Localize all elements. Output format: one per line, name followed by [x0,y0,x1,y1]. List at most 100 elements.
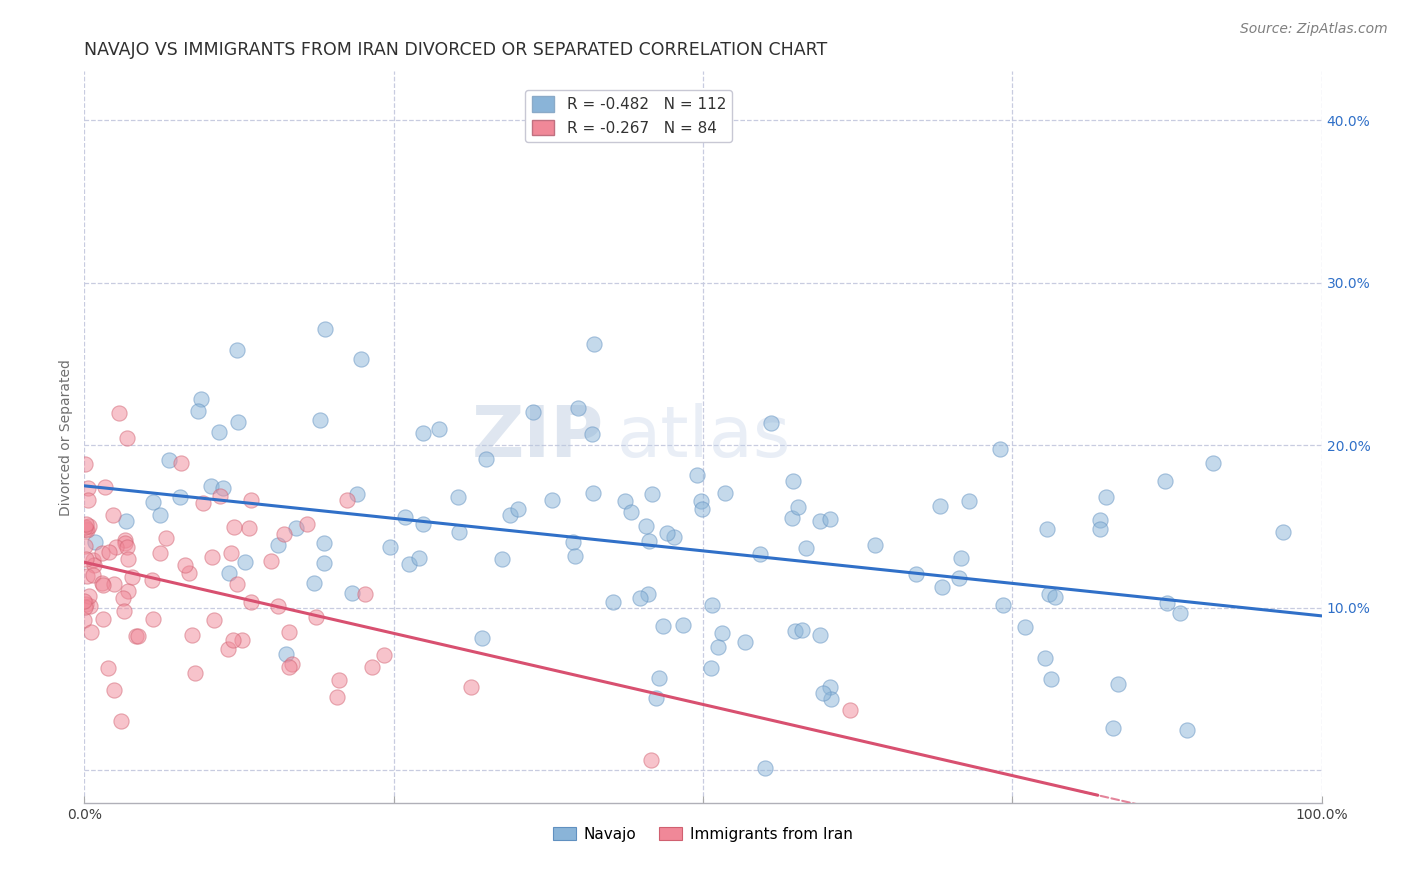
Point [475,451,498,466]
Point [114,515,136,529]
Point [1039,673,1062,687]
Point [281,657,304,671]
Point [990,442,1012,456]
Point [1102,722,1125,736]
Point [378,540,401,554]
Point [640,753,662,767]
Point [460,680,482,694]
Point [141,611,163,625]
Point [312,556,335,570]
Point [1094,490,1116,504]
Point [177,566,200,580]
Point [80,625,103,640]
Point [790,624,813,638]
Point [212,481,235,495]
Point [783,624,806,638]
Point [808,514,831,528]
Point [929,499,952,513]
Point [641,486,664,500]
Point [208,425,231,439]
Point [820,691,842,706]
Point [73,594,96,608]
Point [638,534,661,549]
Point [278,660,301,674]
Point [111,591,134,605]
Point [82,568,104,582]
Point [1014,620,1036,634]
Point [240,595,263,609]
Point [117,551,139,566]
Point [818,512,841,526]
Point [238,521,260,535]
Point [184,666,207,681]
Point [838,703,860,717]
Point [754,761,776,775]
Point [121,570,143,584]
Point [759,417,782,431]
Point [471,631,494,645]
Point [787,500,810,515]
Point [117,583,139,598]
Point [94,480,117,494]
Point [734,635,756,649]
Point [1177,723,1199,738]
Point [427,422,450,436]
Point [614,494,637,508]
Point [748,547,770,561]
Point [79,599,101,613]
Point [993,598,1015,612]
Point [314,321,336,335]
Point [948,571,970,585]
Point [273,527,295,541]
Point [75,597,97,611]
Point [780,511,803,525]
Point [233,555,256,569]
Point [105,541,128,555]
Point [1168,606,1191,620]
Point [634,519,657,533]
Point [714,486,737,500]
Text: ZIP: ZIP [472,402,605,472]
Point [77,589,100,603]
Point [690,501,713,516]
Point [82,553,104,567]
Point [628,591,651,605]
Point [508,502,530,516]
Point [499,508,522,523]
Point [127,629,149,643]
Point [394,510,416,524]
Point [225,576,247,591]
Point [583,336,606,351]
Point [201,549,224,564]
Point [1088,513,1111,527]
Point [1038,587,1060,601]
Point [174,558,197,572]
Point [408,551,430,566]
Point [276,647,298,661]
Point [581,427,603,442]
Point [141,573,163,587]
Point [267,538,290,552]
Point [582,485,605,500]
Point [285,521,308,535]
Point [83,534,105,549]
Point [73,600,96,615]
Point [226,415,249,429]
Point [820,680,842,694]
Point [267,599,290,614]
Point [309,412,332,426]
Point [931,580,953,594]
Point [672,617,695,632]
Point [277,624,299,639]
Point [202,613,225,627]
Point [260,554,283,568]
Point [398,557,420,571]
Point [342,585,364,599]
Point [346,487,368,501]
Point [904,566,927,581]
Point [1043,590,1066,604]
Point [655,526,678,541]
Point [305,609,328,624]
Point [117,540,139,554]
Point [567,401,589,415]
